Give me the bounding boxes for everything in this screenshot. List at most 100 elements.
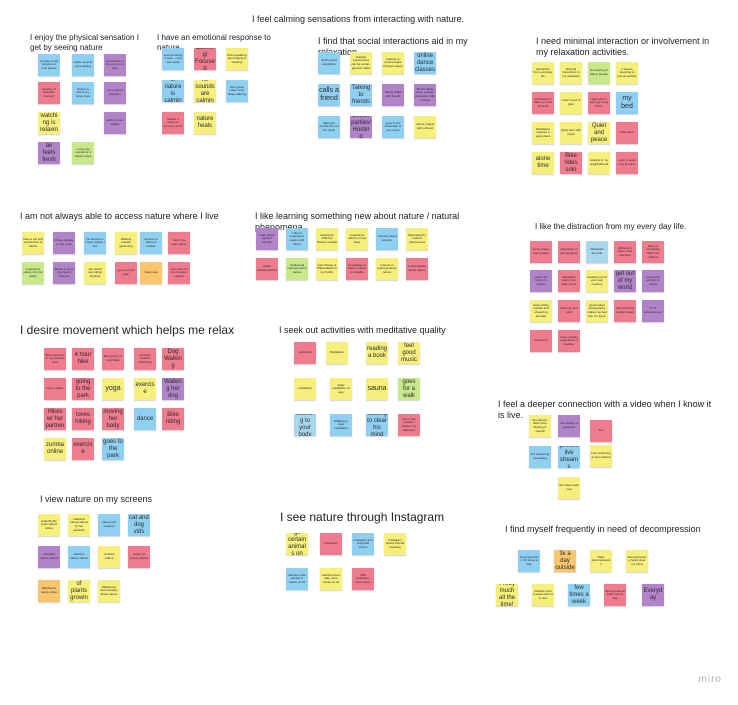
sticky-note[interactable]: live streaming interesting: [529, 446, 551, 468]
sticky-note[interactable]: few times a week: [568, 584, 590, 606]
sticky-note[interactable]: Everyday: [642, 584, 664, 606]
sticky-note[interactable]: butterfly life cycle videos online: [38, 514, 60, 536]
sticky-note[interactable]: Watched a documentary about nature: [98, 580, 120, 602]
sticky-note[interactable]: watches them take more nature on IG: [320, 568, 342, 590]
sticky-note[interactable]: birds speaking and singing is relaxing: [226, 48, 248, 70]
sticky-note[interactable]: good nature photography makes me feel li…: [586, 300, 608, 322]
sticky-note[interactable]: goes to local park: [115, 262, 137, 284]
sticky-note[interactable]: prefers live streams: [558, 446, 580, 468]
sticky-note[interactable]: Meditation: [326, 342, 348, 364]
sticky-note[interactable]: rhythm in nature is calming: [162, 80, 184, 102]
sticky-note[interactable]: Outside once a week when it is nice: [532, 584, 554, 606]
sticky-note[interactable]: Wild instagram, sees nature: [352, 568, 374, 590]
sticky-note[interactable]: reading a book: [366, 342, 388, 364]
sticky-note[interactable]: Would rather enjoy outdoor interaction w…: [414, 84, 436, 106]
sticky-note[interactable]: distraction from everyday life: [532, 62, 554, 84]
sticky-note[interactable]: ability to see wildlife: [104, 112, 126, 134]
sticky-note[interactable]: watching nature videos: [38, 546, 60, 568]
sticky-note[interactable]: relax when I can't go to my home: [588, 92, 610, 114]
sticky-note[interactable]: exercise: [134, 378, 156, 400]
sticky-note[interactable]: Natural experiences can be social - good…: [350, 52, 372, 74]
sticky-note[interactable]: nature live streams: [98, 514, 120, 536]
sticky-note[interactable]: likes going on long hikes: [102, 348, 124, 370]
sticky-note[interactable]: Watched a nature video: [38, 580, 60, 602]
sticky-note[interactable]: Once I am outside I release my defenses: [398, 414, 420, 436]
sticky-note[interactable]: TV & entertainment: [642, 300, 664, 322]
sticky-note[interactable]: feel watching reality shows: [614, 300, 636, 322]
sticky-note[interactable]: Talking to friends: [350, 84, 372, 106]
sticky-note[interactable]: Dog Walking: [162, 348, 184, 370]
sticky-note[interactable]: No access to nature where I live: [84, 232, 106, 254]
sticky-note[interactable]: it seems daunting to join an activity: [616, 62, 638, 84]
sticky-note[interactable]: Minimal interaction in my relaxation: [560, 62, 582, 84]
sticky-note[interactable]: there aren't a lot of nature options: [168, 262, 190, 284]
sticky-note[interactable]: dance: [134, 408, 156, 430]
sticky-note[interactable]: loves hiking: [72, 408, 94, 430]
sticky-note[interactable]: goes to the park: [102, 438, 124, 460]
sticky-note[interactable]: Deep sea: [140, 262, 162, 284]
sticky-note[interactable]: Bike rides solo: [560, 152, 582, 174]
sticky-note[interactable]: live stream is authentic: [558, 415, 580, 437]
sticky-note[interactable]: goes to the restaurant or ice cream: [382, 116, 404, 138]
sticky-note[interactable]: live stream feels more fleeting & specia…: [529, 415, 551, 437]
sticky-note[interactable]: goes for a walk: [398, 378, 420, 400]
sticky-note[interactable]: meditation: [294, 342, 316, 364]
sticky-note[interactable]: relax alone: [616, 122, 638, 144]
sticky-note[interactable]: i enjoy the sounds of a nature video: [72, 142, 94, 164]
sticky-note[interactable]: fascinated by natural phenomena: [406, 228, 428, 250]
sticky-note[interactable]: Give Planet or Planet Earth to my hobby: [316, 258, 338, 280]
sticky-note[interactable]: talking to friends but not too much: [318, 116, 340, 138]
sticky-note[interactable]: learn about nature's secrets: [256, 228, 278, 250]
sticky-note[interactable]: i don't live near nature: [168, 232, 190, 254]
sticky-note[interactable]: I don't need to plan: [560, 92, 582, 114]
sticky-note[interactable]: instagram: [320, 533, 342, 555]
sticky-note[interactable]: wind brushing in face - i feel less stuc…: [162, 48, 184, 70]
sticky-note[interactable]: Instagram shows friends traveling: [384, 533, 406, 555]
sticky-note[interactable]: breaking out of your own routines: [586, 270, 608, 292]
sticky-note[interactable]: Walking her dog: [162, 378, 184, 400]
sticky-note[interactable]: sauna: [366, 378, 388, 400]
sticky-note[interactable]: instagram and snapchat stories: [352, 533, 374, 555]
sticky-note[interactable]: the feeling of the sun on my skin: [104, 54, 126, 76]
sticky-note[interactable]: Walking to clear meditation: [330, 414, 352, 436]
sticky-note[interactable]: have a car and would drive to nature: [22, 232, 44, 254]
sticky-note[interactable]: listen to something that's not related: [642, 241, 664, 263]
sticky-note[interactable]: watches nature videos: [68, 546, 90, 568]
sticky-note[interactable]: nature sounds are relaxing: [72, 54, 94, 76]
sticky-note[interactable]: distraction when I feel stressed: [614, 241, 636, 263]
sticky-note[interactable]: Meditation requires a quiet place: [532, 122, 554, 144]
sticky-note[interactable]: experience nature from far away: [22, 262, 44, 284]
sticky-note[interactable]: moving her body: [102, 408, 124, 430]
sticky-note[interactable]: Access to nature is limited: [140, 232, 162, 254]
sticky-note[interactable]: I read articles about nature: [406, 258, 428, 280]
sticky-note[interactable]: live: [590, 420, 612, 442]
sticky-note[interactable]: funny videos and images: [530, 241, 552, 263]
sticky-note[interactable]: Nature is where my home lives: [72, 82, 94, 104]
sticky-note[interactable]: air feels fresh: [38, 142, 60, 164]
sticky-note[interactable]: can watch recordings anytime: [84, 262, 106, 284]
sticky-note[interactable]: visually pretty pictures or cool places: [38, 54, 60, 76]
sticky-note[interactable]: Wants to go to the Grand Canyon: [53, 262, 75, 284]
sticky-note[interactable]: listening to your body: [294, 414, 316, 436]
sticky-note[interactable]: Live streaming to feel relaxed: [590, 445, 612, 467]
sticky-note[interactable]: pictures of beautiful scenery: [38, 82, 60, 104]
sticky-note[interactable]: intellectual curiosity about nature: [286, 258, 308, 280]
sticky-note[interactable]: Drives upstate to nat. park: [53, 232, 75, 254]
sticky-note[interactable]: distraction away from daily stress: [558, 270, 580, 292]
sticky-note[interactable]: cat and dog vids: [128, 514, 150, 536]
sticky-note[interactable]: distraction of just laughing: [558, 241, 580, 263]
sticky-note[interactable]: monotone sounds are calming: [194, 80, 216, 102]
sticky-note[interactable]: Daily decompression: [590, 550, 612, 572]
sticky-note[interactable]: watched nature videos w/ her students: [68, 514, 90, 536]
sticky-note[interactable]: Taking walks with friends: [382, 84, 404, 106]
sticky-note[interactable]: learning new stuff: [558, 300, 580, 322]
sticky-note[interactable]: nature heals: [194, 112, 216, 134]
sticky-note[interactable]: watches other people in nature on IG: [286, 568, 308, 590]
sticky-note[interactable]: interest in learning about nature: [376, 258, 398, 280]
sticky-note[interactable]: debrief and empathize: [318, 52, 340, 74]
sticky-note[interactable]: walking to clear his mind: [366, 414, 388, 436]
sticky-note[interactable]: calls a friend: [318, 84, 340, 106]
sticky-note[interactable]: distraction to take my mind off work: [532, 92, 554, 114]
sticky-note[interactable]: bird watching is relaxing: [38, 112, 60, 134]
